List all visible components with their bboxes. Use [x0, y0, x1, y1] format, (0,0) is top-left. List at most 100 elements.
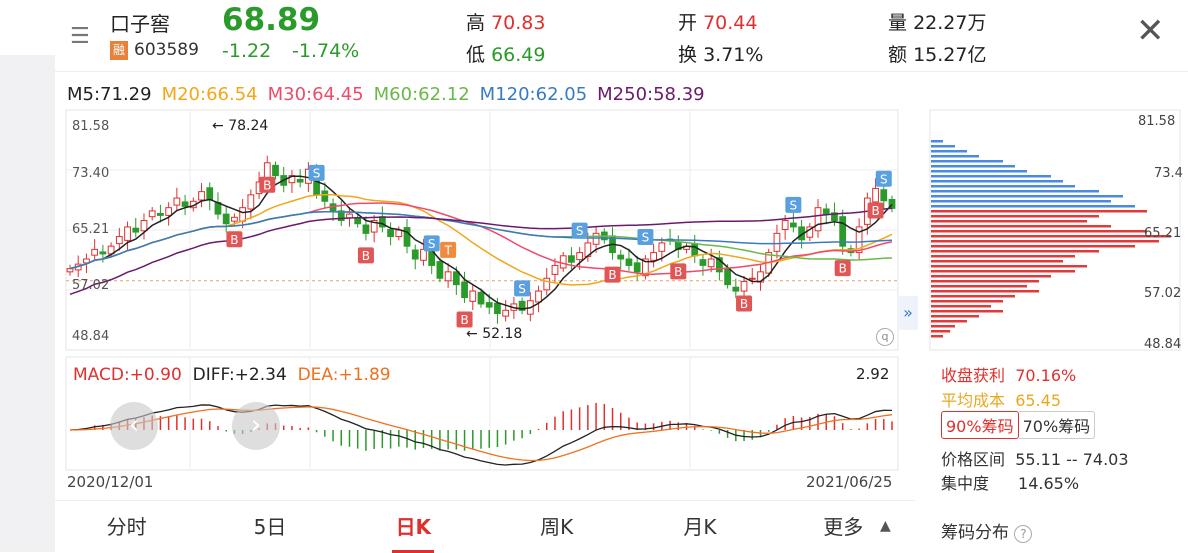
chip-bar	[931, 235, 1171, 238]
signal-marker-S	[571, 222, 588, 239]
candle	[132, 227, 140, 233]
high-value: 70.83	[491, 12, 546, 34]
signal-marker-S	[423, 235, 440, 252]
candle	[568, 255, 575, 263]
chip-bar	[931, 260, 1063, 263]
signal-marker-label: S	[313, 166, 321, 180]
candle	[387, 228, 394, 238]
candle	[420, 248, 427, 261]
volume-value: 22.27万	[913, 12, 987, 34]
scroll-right-icon[interactable]: ›	[232, 402, 280, 450]
profit-label: 收盘获利	[941, 366, 1006, 385]
y-label: 65.21	[72, 222, 110, 237]
signal-marker-B	[226, 231, 243, 248]
candle	[222, 213, 230, 225]
profit-value: 70.16%	[1015, 366, 1077, 385]
help-icon[interactable]: ?	[1014, 525, 1033, 543]
scroll-left-icon[interactable]: ‹	[110, 402, 158, 450]
candle	[543, 277, 551, 291]
candle	[880, 189, 888, 202]
chip-bar	[931, 145, 955, 148]
tab-weekly-k[interactable]: 周K	[540, 514, 574, 539]
macd-top-label: 2.92	[856, 365, 890, 383]
candle	[469, 290, 477, 302]
candle	[165, 207, 173, 216]
chip-y-label: 57.02	[1144, 286, 1182, 301]
candle	[658, 242, 666, 252]
dea-value: DEA:+1.89	[297, 365, 391, 385]
signal-marker-label: B	[871, 204, 879, 218]
chip-bar	[931, 205, 1135, 208]
avg-cost-value: 65.45	[1015, 391, 1061, 410]
dea-line	[69, 406, 893, 462]
chip-bar	[931, 210, 1147, 213]
query-icon[interactable]: q	[876, 328, 894, 346]
candle	[494, 302, 501, 315]
close-icon[interactable]: ✕	[1136, 11, 1165, 51]
candle	[781, 220, 789, 230]
signal-marker-S	[637, 229, 654, 246]
chip-bar	[931, 200, 1111, 203]
candle	[839, 216, 847, 247]
chip-bar	[931, 295, 1015, 298]
ma30: M30:64.45	[267, 84, 364, 105]
candle	[296, 178, 304, 183]
low-label: 低	[466, 44, 486, 66]
turnover-label: 换	[678, 44, 698, 66]
chip-bar	[931, 305, 991, 308]
concentration-label: 集中度	[941, 474, 990, 493]
ma5: M5:71.29	[67, 84, 152, 105]
tab-intraday[interactable]: 分时	[106, 514, 147, 539]
candle	[650, 252, 657, 261]
min-price-annotation: ← 52.18	[466, 326, 523, 342]
candle	[535, 290, 542, 303]
candle	[461, 281, 468, 298]
signal-marker-S	[514, 280, 531, 297]
tab-more[interactable]: 更多	[823, 514, 864, 539]
avg-cost-label: 平均成本	[941, 391, 1006, 410]
candle	[559, 255, 567, 269]
menu-icon[interactable]: ☰	[70, 24, 90, 49]
candle	[748, 277, 756, 280]
chips-70-button[interactable]: 70%筹码	[1018, 411, 1096, 439]
candle	[148, 210, 156, 218]
signal-marker-label: S	[428, 237, 436, 251]
expand-chips-icon[interactable]: »	[898, 296, 918, 330]
tab-monthly-k[interactable]: 月K	[683, 514, 717, 539]
price-range-value: 55.11 -- 74.03	[1015, 450, 1129, 469]
signal-marker-label: S	[576, 224, 584, 238]
signal-marker-S	[875, 170, 892, 187]
chip-bar	[931, 330, 951, 333]
candle	[444, 271, 452, 282]
candle	[551, 264, 559, 275]
signal-marker-T	[440, 241, 457, 258]
signal-marker-label: B	[230, 233, 238, 247]
signal-marker-S	[308, 164, 325, 181]
candle	[814, 207, 822, 232]
collapse-icon[interactable]: ▲	[880, 518, 891, 534]
candle	[206, 187, 214, 201]
signal-marker-label: B	[263, 178, 271, 192]
candle	[157, 212, 164, 216]
tab-5day[interactable]: 5日	[253, 514, 287, 539]
signal-marker-label: B	[362, 249, 370, 263]
current-price: 68.89	[222, 2, 321, 38]
chip-bar	[931, 175, 1051, 178]
chips-90-button[interactable]: 90%筹码	[941, 411, 1019, 439]
chips-frame	[929, 109, 1181, 351]
candle	[502, 309, 510, 317]
margin-badge: 融	[110, 41, 128, 60]
candle	[831, 212, 838, 222]
chip-bar	[931, 300, 1003, 303]
signal-marker-label: B	[608, 268, 616, 282]
signal-marker-label: B	[460, 313, 468, 327]
open-label: 开	[678, 12, 698, 34]
stock-name: 口子窖	[110, 12, 170, 36]
signal-marker-B	[357, 247, 374, 264]
candle	[707, 258, 715, 268]
candle	[124, 226, 131, 241]
tab-daily-k[interactable]: 日K	[342, 501, 485, 553]
candle	[436, 261, 444, 279]
candle	[337, 210, 345, 222]
